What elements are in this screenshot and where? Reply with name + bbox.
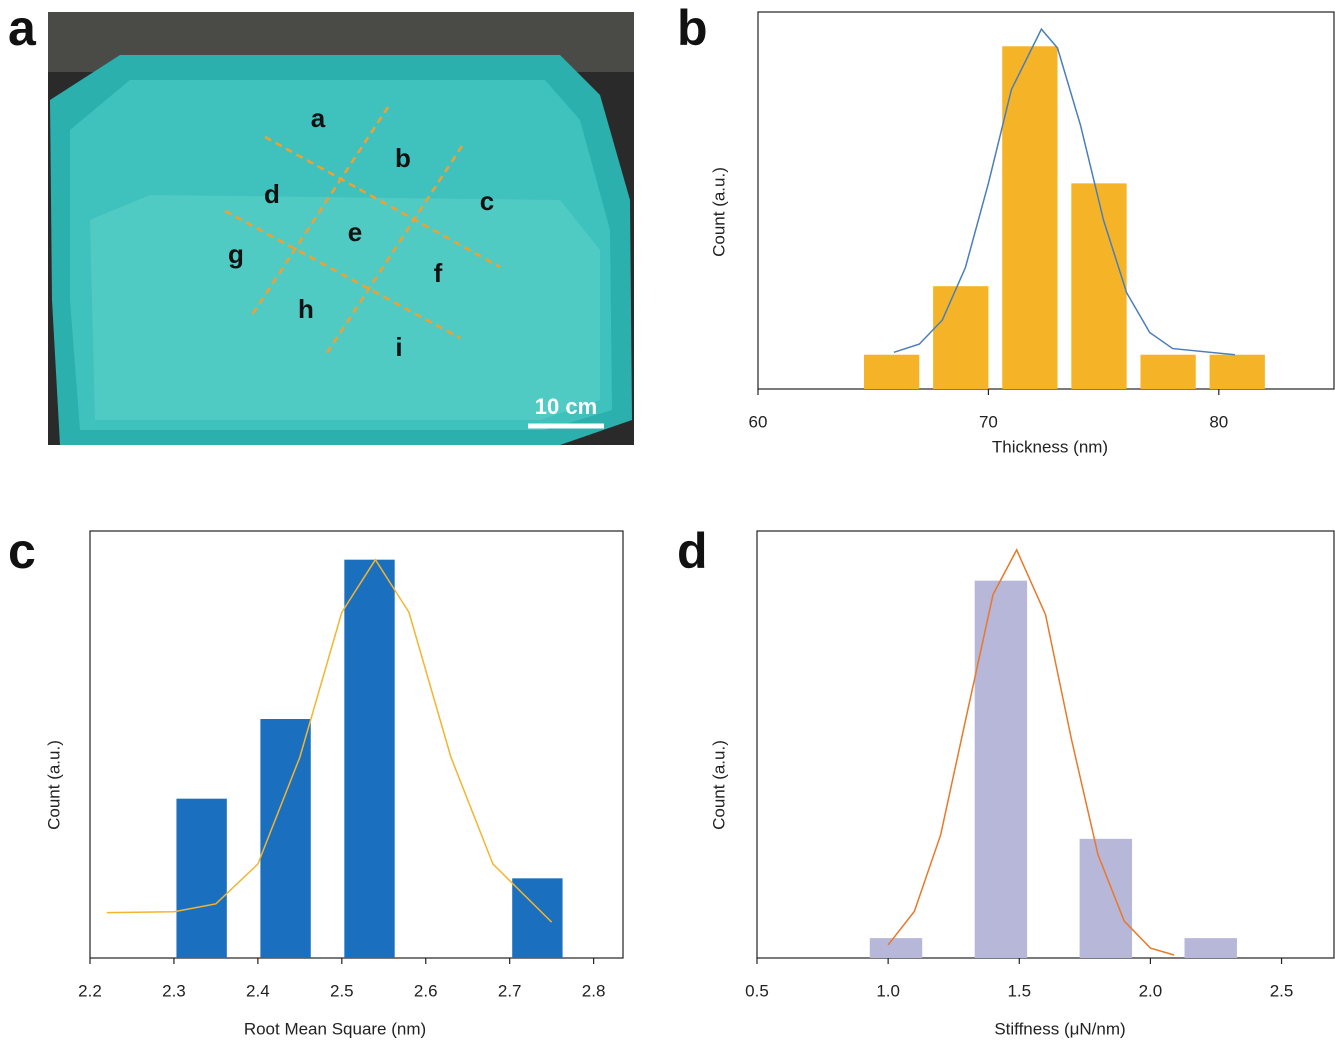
x-tick-label: 2.5 (1270, 981, 1294, 1000)
bar (344, 559, 395, 958)
x-tick-label: 2.3 (162, 981, 186, 1000)
region-label: e (348, 217, 362, 247)
x-tick-label: 60 (749, 412, 768, 431)
bar (1209, 354, 1265, 389)
x-tick-label: 2.6 (414, 981, 438, 1000)
photo: a b c d e f g h i 10 cm (48, 12, 634, 445)
bar (1071, 183, 1127, 389)
region-label: c (480, 186, 494, 216)
region-label: a (311, 103, 326, 133)
fit-curve (887, 548, 1175, 956)
x-tick-label: 1.5 (1007, 981, 1031, 1000)
x-tick-label: 2.2 (78, 981, 102, 1000)
scale-bar-label: 10 cm (535, 394, 597, 419)
panel-label: d (677, 523, 708, 579)
region-label: g (228, 239, 244, 269)
fit-curve (106, 558, 553, 923)
x-tick-label: 2.0 (1139, 981, 1163, 1000)
x-axis-label: Thickness (nm) (992, 437, 1108, 456)
bar (1002, 46, 1058, 389)
x-tick-label: 2.5 (330, 981, 354, 1000)
x-tick-label: 2.7 (498, 981, 522, 1000)
panel-label: c (8, 523, 36, 579)
bar (176, 798, 227, 958)
bar (974, 580, 1028, 958)
fit-curve (893, 27, 1236, 356)
x-tick-label: 70 (979, 412, 998, 431)
y-axis-label: Count (a.u.) (44, 740, 63, 830)
x-tick-label: 80 (1209, 412, 1228, 431)
region-label: d (264, 179, 280, 209)
region-label: f (434, 258, 443, 288)
x-tick-label: 0.5 (745, 981, 769, 1000)
x-tick-label: 2.4 (246, 981, 270, 1000)
x-axis-label: Root Mean Square (nm) (244, 1019, 426, 1038)
bucket-water (90, 195, 600, 420)
bar (1079, 838, 1133, 958)
panel-label: b (677, 0, 708, 56)
plot-frame (756, 530, 1335, 959)
region-label: b (395, 143, 411, 173)
bar (1184, 938, 1237, 958)
grid-dashes (224, 106, 501, 357)
y-axis-label: Count (a.u.) (709, 740, 728, 830)
bar (933, 286, 989, 389)
bar (863, 354, 920, 389)
panel-label: a (8, 0, 37, 56)
x-tick-label: 2.8 (582, 981, 606, 1000)
y-axis-label: Count (a.u.) (709, 167, 728, 257)
region-label: h (298, 294, 314, 324)
bar (1140, 354, 1196, 389)
bar (869, 938, 923, 958)
x-axis-label: Stiffness (μN/nm) (994, 1019, 1125, 1038)
region-label: i (395, 332, 402, 362)
x-tick-label: 1.0 (876, 981, 900, 1000)
bar (260, 719, 311, 958)
